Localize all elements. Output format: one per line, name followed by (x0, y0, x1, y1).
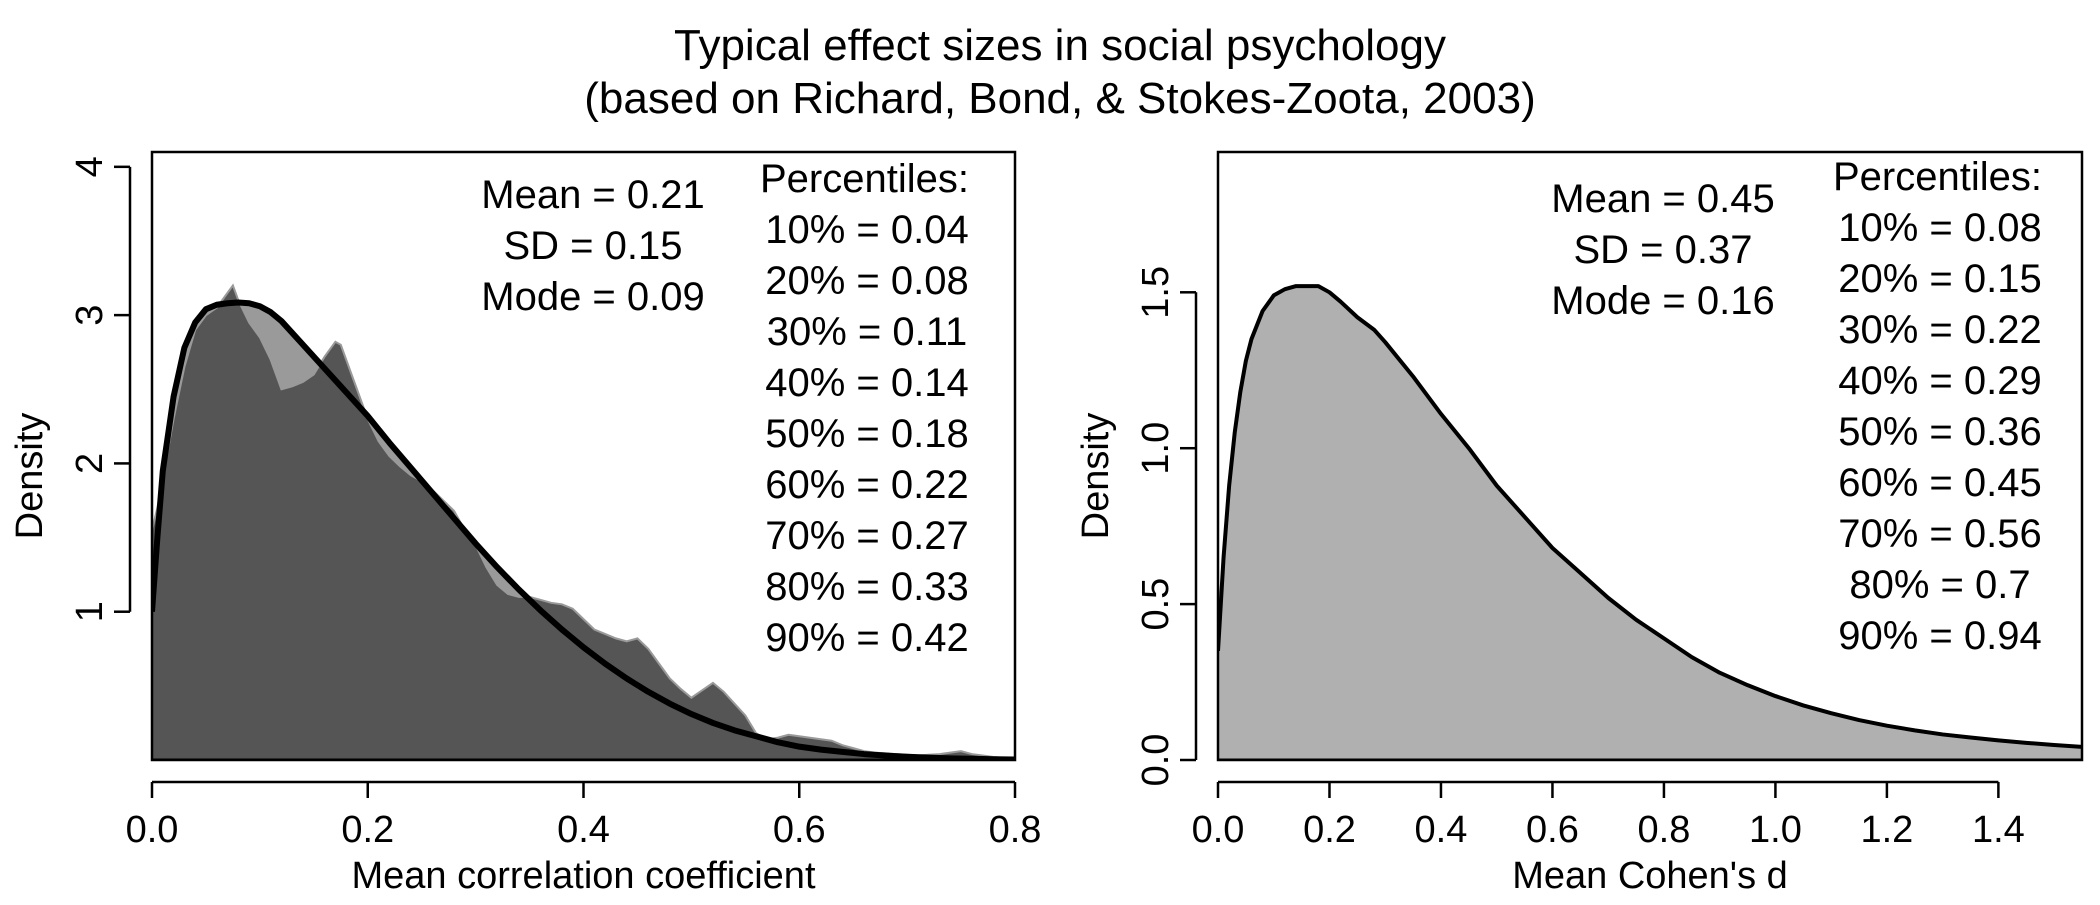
left-x-axis-label: Mean correlation coefficient (352, 855, 816, 897)
left-percentile-entry: 50% = 0.18 (765, 412, 969, 456)
figure-subtitle: (based on Richard, Bond, & Stokes-Zoota,… (584, 74, 1535, 123)
right-percentile-entry: 90% = 0.94 (1838, 614, 2042, 658)
right-percentile-entry: 10% = 0.08 (1838, 206, 2042, 250)
right-percentile-entry: 30% = 0.22 (1838, 308, 2042, 352)
left-percentile-entry: 80% = 0.33 (765, 565, 969, 609)
right-percentiles-title: Percentiles: (1833, 155, 2042, 199)
right-x-axis-label: Mean Cohen's d (1512, 855, 1788, 897)
right-y-tick-label: 1.5 (1135, 266, 1177, 319)
left-y-tick-label: 1 (69, 601, 111, 622)
left-panel: 0.0 0.2 0.4 0.6 0.8 1 2 3 4 Mean correlation coef… (9, 150, 1042, 897)
right-y-tick-label: 1.0 (1135, 422, 1177, 475)
left-percentile-entry: 60% = 0.22 (765, 463, 969, 507)
left-x-tick-label: 0.4 (557, 809, 610, 851)
right-x-tick-label: 1.2 (1860, 809, 1913, 851)
right-x-tick-label: 1.4 (1972, 809, 2025, 851)
right-percentile-entry: 50% = 0.36 (1838, 410, 2042, 454)
figure-title: Typical effect sizes in social psycholog… (674, 21, 1446, 70)
left-summary-stat: SD = 0.15 (503, 224, 682, 268)
right-percentile-entry: 40% = 0.29 (1838, 359, 2042, 403)
left-y-axis-label: Density (9, 413, 51, 540)
left-y-tick-label: 4 (69, 156, 111, 177)
right-plot-area (1218, 284, 2082, 760)
left-x-tick-label: 0.8 (989, 809, 1042, 851)
right-y-axis-label: Density (1075, 413, 1117, 540)
right-x-tick-label: 0.0 (1192, 809, 1245, 851)
right-percentile-entry: 60% = 0.45 (1838, 461, 2042, 505)
right-percentile-entry: 80% = 0.7 (1849, 563, 2030, 607)
right-density-curve (1218, 284, 2082, 749)
left-x-tick-label: 0.0 (126, 809, 179, 851)
right-y-tick-label: 0.0 (1135, 734, 1177, 787)
left-percentile-entry: 40% = 0.14 (765, 361, 969, 405)
left-summary-stat: Mean = 0.21 (481, 173, 705, 217)
left-summary-stat: Mode = 0.09 (481, 275, 705, 319)
left-percentile-entry: 90% = 0.42 (765, 616, 969, 660)
right-percentile-entry: 70% = 0.56 (1838, 512, 2042, 556)
right-x-tick-label: 0.2 (1303, 809, 1356, 851)
left-plot-frame (150, 150, 1017, 762)
right-x-tick-label: 0.4 (1415, 809, 1468, 851)
right-summary-stat: Mode = 0.16 (1551, 279, 1775, 323)
left-y-tick-label: 2 (69, 453, 111, 474)
left-plot-area (152, 283, 1015, 760)
right-x-tick-label: 0.6 (1526, 809, 1579, 851)
left-x-tick-label: 0.6 (773, 809, 826, 851)
left-percentile-entry: 20% = 0.08 (765, 259, 969, 303)
left-percentile-entry: 70% = 0.27 (765, 514, 969, 558)
right-x-tick-label: 0.8 (1638, 809, 1691, 851)
right-panel: 0.0 0.2 0.4 0.6 0.8 1.0 1.2 1.4 0.0 0.5 1.0 1.5 Mean… (1075, 150, 2084, 897)
right-summary-stat: SD = 0.37 (1573, 228, 1752, 272)
left-percentile-entry: 10% = 0.04 (765, 208, 969, 252)
left-fitted-density-curve (152, 299, 1015, 760)
left-x-tick-label: 0.2 (341, 809, 394, 851)
right-plot-frame (1216, 150, 2084, 762)
right-summary-stat: Mean = 0.45 (1551, 177, 1775, 221)
right-percentile-entry: 20% = 0.15 (1838, 257, 2042, 301)
right-y-tick-label: 0.5 (1135, 578, 1177, 631)
left-percentile-entry: 30% = 0.11 (767, 310, 968, 354)
left-percentiles-title: Percentiles: (760, 157, 969, 201)
left-y-tick-label: 3 (69, 305, 111, 326)
right-x-tick-label: 1.0 (1749, 809, 1802, 851)
